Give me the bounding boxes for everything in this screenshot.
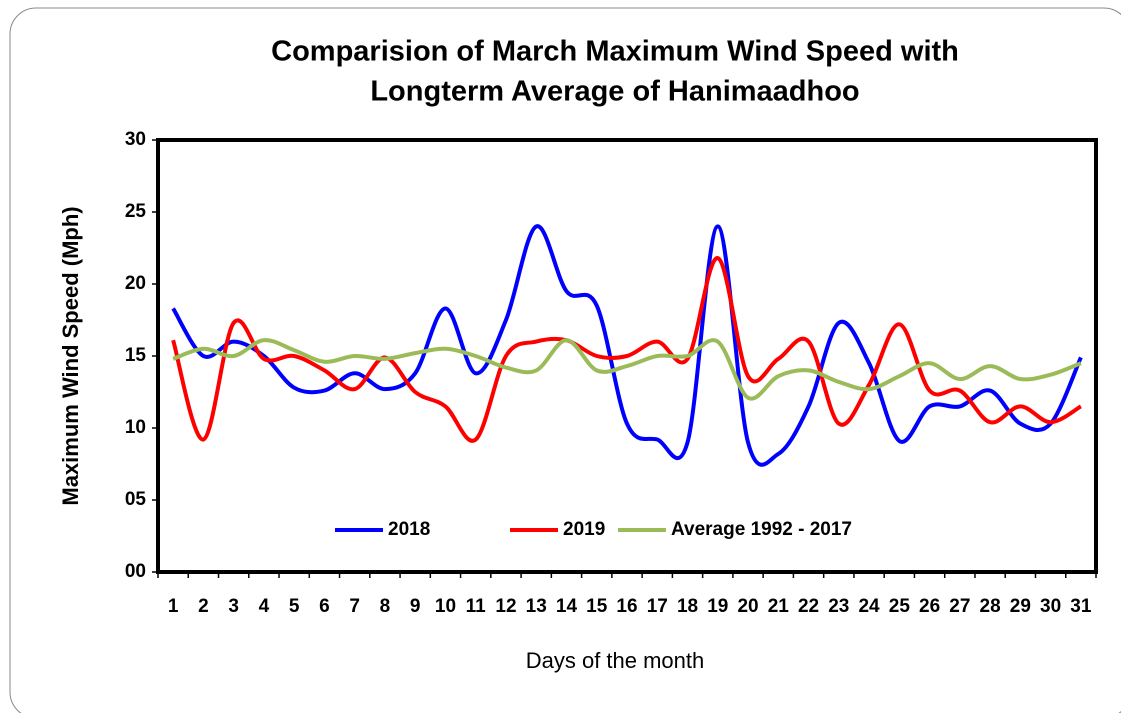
x-tick-label: 15 — [586, 596, 608, 617]
y-tick-label: 05 — [125, 489, 147, 510]
x-tick-label: 20 — [737, 596, 758, 617]
x-tick-label: 7 — [349, 596, 360, 617]
x-tick-label: 8 — [380, 596, 391, 617]
x-tick-label: 19 — [707, 596, 728, 617]
x-tick-label: 17 — [647, 596, 668, 617]
y-tick-label: 20 — [125, 273, 146, 294]
x-tick-label: 3 — [228, 596, 239, 617]
x-tick-label: 4 — [259, 596, 270, 617]
x-tick-label: 12 — [495, 596, 516, 617]
x-tick-label: 2 — [198, 596, 209, 617]
y-tick-label: 15 — [125, 345, 147, 366]
y-tick-label: 00 — [125, 561, 146, 582]
series-line — [172, 338, 1082, 401]
x-axis-label: Days of the month — [526, 648, 705, 673]
x-tick-label: 24 — [858, 596, 880, 617]
x-tick-label: 30 — [1040, 596, 1061, 617]
x-tick-label: 6 — [319, 596, 330, 617]
x-tick-label: 14 — [556, 596, 578, 617]
plot-border — [156, 138, 1098, 574]
y-tick-label: 30 — [125, 129, 146, 150]
x-tick-label: 31 — [1070, 596, 1092, 617]
y-tick-label: 10 — [125, 417, 146, 438]
x-tick-label: 29 — [1010, 596, 1031, 617]
chart-title: Comparision of March Maximum Wind Speed … — [271, 36, 959, 68]
legend-label: 2018 — [388, 519, 430, 540]
legend-label: Average 1992 - 2017 — [671, 519, 852, 540]
series-line — [171, 256, 1082, 443]
y-axis-label: Maximum Wind Speed (Mph) — [58, 206, 83, 505]
x-tick-label: 16 — [616, 596, 637, 617]
x-tick-label: 13 — [526, 596, 547, 617]
x-tick-label: 22 — [798, 596, 819, 617]
x-tick-label: 5 — [289, 596, 300, 617]
x-tick-label: 23 — [828, 596, 849, 617]
x-tick-label: 21 — [768, 596, 790, 617]
x-tick-label: 25 — [889, 596, 911, 617]
series-line — [171, 224, 1083, 467]
x-tick-label: 27 — [949, 596, 970, 617]
y-tick-label: 25 — [125, 201, 147, 222]
frame — [9, 7, 1121, 718]
x-tick-label: 26 — [919, 596, 940, 617]
chart-title: Longterm Average of Hanimaadhoo — [370, 76, 859, 108]
x-tick-label: 1 — [168, 596, 179, 617]
x-tick-label: 10 — [435, 596, 456, 617]
x-tick-label: 11 — [466, 596, 487, 617]
legend-label: 2019 — [563, 519, 605, 540]
x-tick-label: 28 — [980, 596, 1001, 617]
x-tick-label: 9 — [410, 596, 421, 617]
x-tick-label: 18 — [677, 596, 698, 617]
